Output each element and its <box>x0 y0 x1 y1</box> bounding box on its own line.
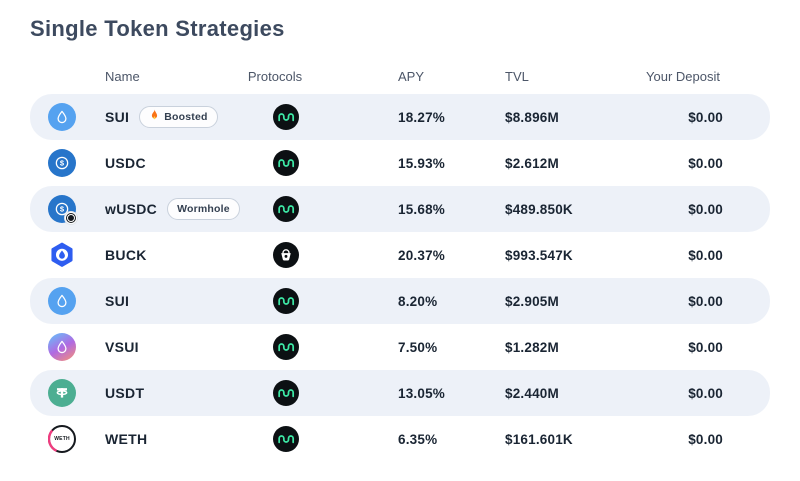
column-header-apy: APY <box>398 68 425 84</box>
column-header-protocols: Protocols <box>247 68 303 84</box>
tvl-value: $8.896M <box>505 109 559 125</box>
table-row[interactable]: SUI Boosted 18.27% $8.896M $0.00 <box>30 94 770 140</box>
tvl-value: $2.905M <box>505 293 559 309</box>
apy-value: 13.05% <box>398 385 445 401</box>
usdc-token-icon: $ <box>48 149 76 177</box>
svg-text:$: $ <box>60 205 65 214</box>
usdt-token-icon <box>48 379 76 407</box>
table-row[interactable]: VSUI 7.50% $1.282M $0.00 <box>30 324 770 370</box>
deposit-value: $0.00 <box>688 293 723 309</box>
table-row[interactable]: $ wUSDC Wormhole 15.68% $489.850K $0.00 <box>30 186 770 232</box>
tvl-value: $161.601K <box>505 431 573 447</box>
token-badge: Wormhole <box>167 198 240 220</box>
flame-icon <box>149 109 160 125</box>
navi-protocol-green-wave-icon <box>273 288 299 314</box>
apy-value: 15.68% <box>398 201 445 217</box>
apy-value: 7.50% <box>398 339 438 355</box>
column-header-tvl: TVL <box>505 68 529 84</box>
deposit-value: $0.00 <box>688 385 723 401</box>
apy-value: 18.27% <box>398 109 445 125</box>
svg-text:$: $ <box>60 159 65 168</box>
apy-value: 20.37% <box>398 247 445 263</box>
column-header-name: Name <box>105 68 140 84</box>
token-name: SUI <box>105 293 130 309</box>
navi-protocol-green-wave-icon <box>273 426 299 452</box>
tvl-value: $1.282M <box>505 339 559 355</box>
bucket-protocol-icon <box>273 242 299 268</box>
sui-token-icon <box>48 287 76 315</box>
table-row[interactable]: BUCK 20.37% $993.547K $0.00 <box>30 232 770 278</box>
vsui-token-icon <box>48 333 76 361</box>
deposit-value: $0.00 <box>688 155 723 171</box>
token-name: wUSDC <box>105 201 158 217</box>
strategy-table: SUI Boosted 18.27% $8.896M $0.00 $ USDC … <box>30 94 770 462</box>
tvl-value: $2.440M <box>505 385 559 401</box>
buck-token-icon <box>48 241 76 269</box>
table-header-row: Name Protocols APY TVL Your Deposit <box>30 64 770 88</box>
deposit-value: $0.00 <box>688 247 723 263</box>
table-row[interactable]: WETH WETH 6.35% $161.601K $0.00 <box>30 416 770 462</box>
deposit-value: $0.00 <box>688 109 723 125</box>
column-header-your-deposit: Your Deposit <box>646 68 720 84</box>
navi-protocol-green-wave-icon <box>273 150 299 176</box>
token-name: SUI <box>105 109 130 125</box>
page-title: Single Token Strategies <box>30 16 285 41</box>
table-row[interactable]: SUI 8.20% $2.905M $0.00 <box>30 278 770 324</box>
deposit-value: $0.00 <box>688 431 723 447</box>
apy-value: 8.20% <box>398 293 438 309</box>
token-name: VSUI <box>105 339 139 355</box>
table-row[interactable]: USDT 13.05% $2.440M $0.00 <box>30 370 770 416</box>
tvl-value: $489.850K <box>505 201 573 217</box>
apy-value: 15.93% <box>398 155 445 171</box>
apy-value: 6.35% <box>398 431 438 447</box>
token-name: USDC <box>105 155 146 171</box>
token-name: WETH <box>105 431 148 447</box>
navi-protocol-green-wave-icon <box>273 196 299 222</box>
wormhole-mini-icon <box>64 211 78 225</box>
token-badge: Boosted <box>139 106 218 128</box>
wusdc-token-icon: $ <box>48 195 78 225</box>
tvl-value: $993.547K <box>505 247 573 263</box>
tvl-value: $2.612M <box>505 155 559 171</box>
token-name: BUCK <box>105 247 147 263</box>
single-token-strategies-panel: Single Token Strategies Name Protocols A… <box>30 16 770 462</box>
navi-protocol-green-wave-icon <box>273 380 299 406</box>
navi-protocol-green-wave-icon <box>273 334 299 360</box>
deposit-value: $0.00 <box>688 339 723 355</box>
token-name: USDT <box>105 385 145 401</box>
sui-token-icon <box>48 103 76 131</box>
table-row[interactable]: $ USDC 15.93% $2.612M $0.00 <box>30 140 770 186</box>
weth-token-icon: WETH <box>48 425 76 453</box>
deposit-value: $0.00 <box>688 201 723 217</box>
navi-protocol-green-wave-icon <box>273 104 299 130</box>
